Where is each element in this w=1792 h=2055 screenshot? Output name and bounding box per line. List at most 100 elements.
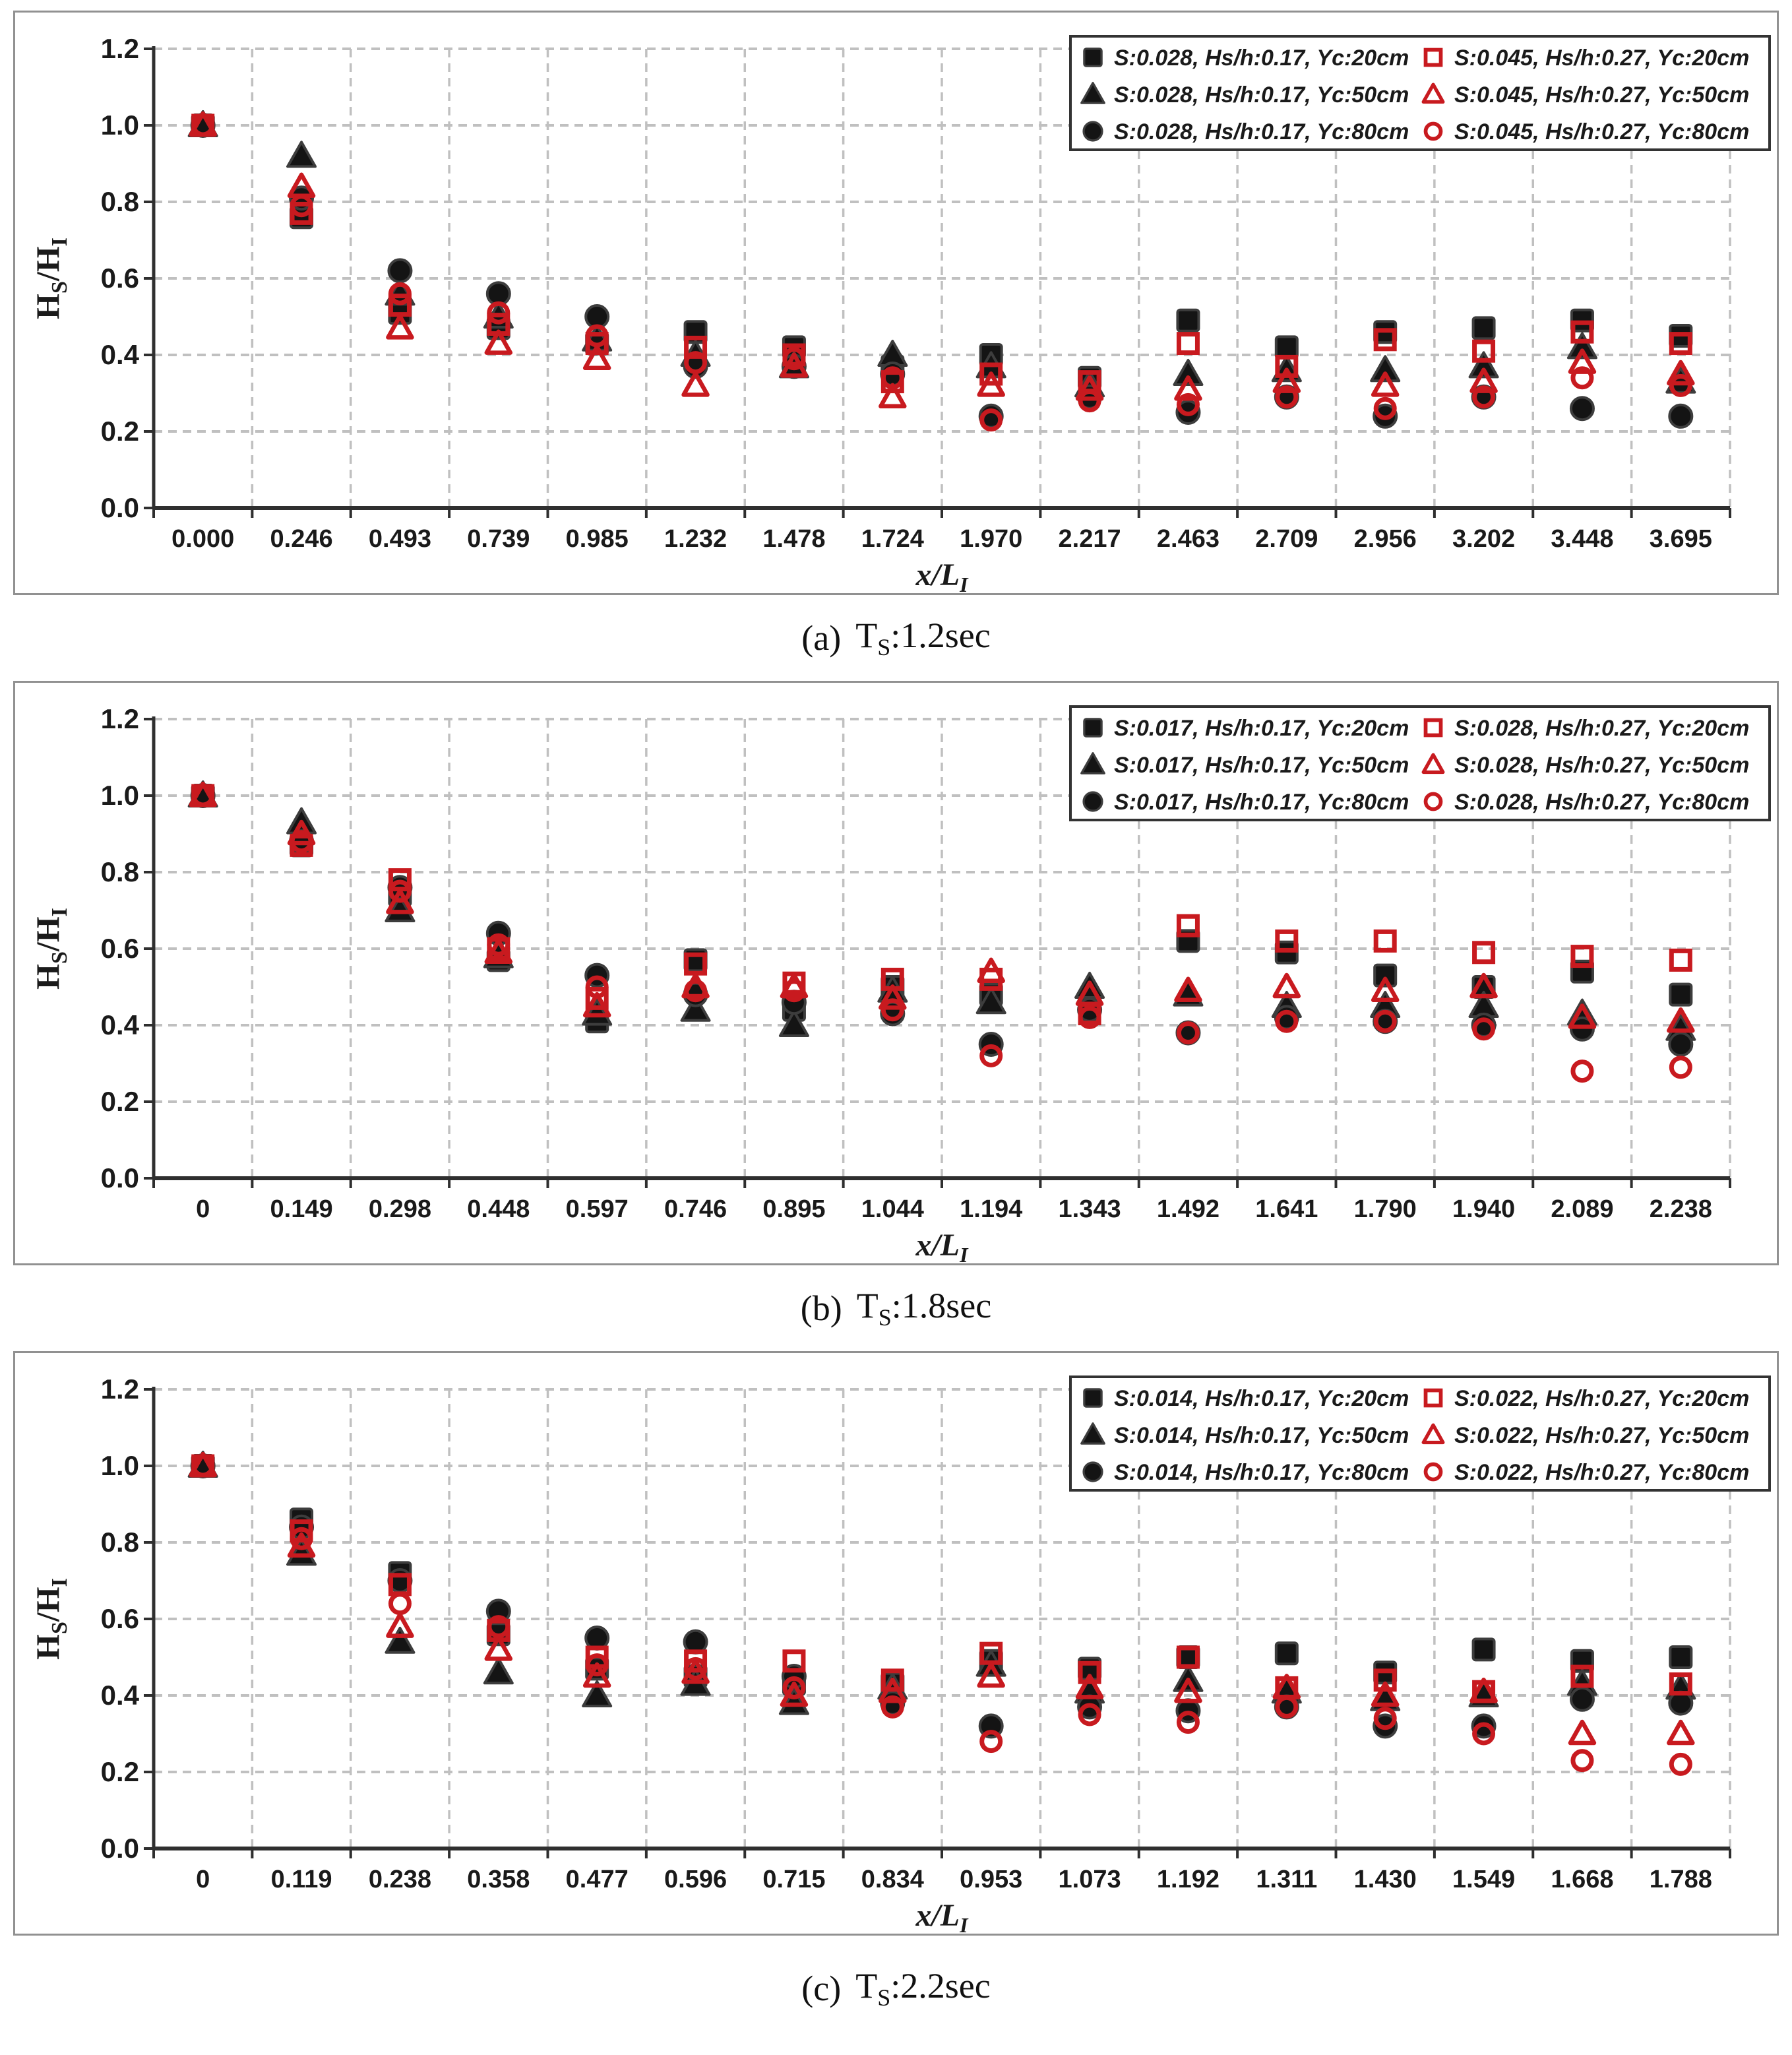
axes xyxy=(144,46,1731,518)
series-markers xyxy=(187,110,1696,432)
svg-text:1.641: 1.641 xyxy=(1255,1195,1318,1223)
svg-text:2.089: 2.089 xyxy=(1551,1195,1613,1223)
svg-text:2.956: 2.956 xyxy=(1354,525,1417,553)
svg-text:0.0: 0.0 xyxy=(101,1162,139,1193)
y-axis-title: HS/HI xyxy=(29,1578,72,1660)
svg-text:0.596: 0.596 xyxy=(664,1866,727,1893)
legend: S:0.014, Hs/h:0.17, Yc:20cm S:0.014, Hs/h… xyxy=(1069,1375,1771,1492)
svg-text:0.895: 0.895 xyxy=(762,1195,825,1223)
svg-text:1.073: 1.073 xyxy=(1059,1866,1121,1893)
x-axis-title: x/LI xyxy=(915,1898,969,1934)
svg-text:1.970: 1.970 xyxy=(960,525,1022,553)
svg-text:1.478: 1.478 xyxy=(762,525,825,553)
caption-b-text: TS:1.8sec xyxy=(856,1286,992,1331)
svg-text:0.298: 0.298 xyxy=(369,1195,431,1223)
svg-text:1.0: 1.0 xyxy=(101,110,139,141)
axis-labels: 0.0 0.2 0.4 0.6 0.8 1.0 1.2 0 0.149 0.298 0.448 0.5… xyxy=(29,703,1712,1263)
svg-text:0: 0 xyxy=(196,1866,210,1893)
caption-a-index: (a) xyxy=(801,618,842,658)
svg-text:0.834: 0.834 xyxy=(861,1866,924,1893)
series xyxy=(191,113,1692,432)
series xyxy=(191,1454,1692,1776)
svg-text:S:0.028, Hs/h:0.27, Yc:80cm: S:0.028, Hs/h:0.27, Yc:80cm xyxy=(1454,790,1749,815)
svg-text:1.724: 1.724 xyxy=(861,525,924,553)
svg-text:0.477: 0.477 xyxy=(566,1866,629,1893)
caption-c-index: (c) xyxy=(801,1969,842,2008)
svg-text:0.000: 0.000 xyxy=(171,525,234,553)
svg-text:S:0.014, Hs/h:0.17, Yc:20cm: S:0.014, Hs/h:0.17, Yc:20cm xyxy=(1114,1386,1409,1411)
y-axis-title: HS/HI xyxy=(29,237,72,319)
svg-text:1.2: 1.2 xyxy=(101,1374,139,1405)
axes xyxy=(144,716,1731,1188)
svg-text:S:0.017, Hs/h:0.17, Yc:80cm: S:0.017, Hs/h:0.17, Yc:80cm xyxy=(1114,790,1409,815)
svg-text:0.8: 0.8 xyxy=(101,1527,139,1558)
svg-text:0.597: 0.597 xyxy=(566,1195,629,1223)
caption-c: (c) TS:2.2sec xyxy=(0,1936,1792,2041)
svg-text:0.985: 0.985 xyxy=(566,525,629,553)
svg-text:0.8: 0.8 xyxy=(101,186,139,217)
svg-text:1.311: 1.311 xyxy=(1256,1866,1317,1893)
x-axis-title: x/LI xyxy=(915,1228,969,1263)
svg-text:S:0.022, Hs/h:0.27, Yc:80cm: S:0.022, Hs/h:0.27, Yc:80cm xyxy=(1454,1460,1749,1485)
svg-text:0.246: 0.246 xyxy=(270,525,333,553)
svg-text:0.715: 0.715 xyxy=(762,1866,825,1893)
axis-labels: 0.0 0.2 0.4 0.6 0.8 1.0 1.2 0.000 0.246 0.493 0.73… xyxy=(29,33,1712,593)
svg-text:0.6: 0.6 xyxy=(101,263,139,294)
svg-text:0.4: 0.4 xyxy=(101,1680,140,1711)
svg-text:0.6: 0.6 xyxy=(101,933,139,964)
svg-text:1.430: 1.430 xyxy=(1354,1866,1417,1893)
svg-text:0.953: 0.953 xyxy=(960,1866,1022,1893)
svg-text:2.709: 2.709 xyxy=(1255,525,1318,553)
svg-text:S:0.017, Hs/h:0.17, Yc:20cm: S:0.017, Hs/h:0.17, Yc:20cm xyxy=(1114,716,1409,741)
svg-text:1.343: 1.343 xyxy=(1059,1195,1121,1223)
svg-text:0.8: 0.8 xyxy=(101,856,139,887)
caption-b: (b) TS:1.8sec xyxy=(0,1265,1792,1351)
svg-text:0.739: 0.739 xyxy=(467,525,530,553)
svg-text:1.549: 1.549 xyxy=(1452,1866,1515,1893)
svg-text:1.0: 1.0 xyxy=(101,1450,139,1481)
svg-text:0.2: 0.2 xyxy=(101,1086,139,1117)
axis-labels: 0.0 0.2 0.4 0.6 0.8 1.0 1.2 0 0.119 0.238 0.358 0.4… xyxy=(29,1374,1712,1934)
panel-c: 0.0 0.2 0.4 0.6 0.8 1.0 1.2 0 0.119 0.238 0.358 0.4… xyxy=(13,1351,1779,1936)
svg-text:S:0.045, Hs/h:0.27, Yc:80cm: S:0.045, Hs/h:0.27, Yc:80cm xyxy=(1454,119,1749,144)
svg-text:0.0: 0.0 xyxy=(101,492,139,523)
svg-text:S:0.017, Hs/h:0.17, Yc:50cm: S:0.017, Hs/h:0.17, Yc:50cm xyxy=(1114,753,1409,778)
series-markers xyxy=(187,1451,1696,1776)
caption-c-text: TS:2.2sec xyxy=(855,1966,991,2011)
svg-text:S:0.045, Hs/h:0.27, Yc:50cm: S:0.045, Hs/h:0.27, Yc:50cm xyxy=(1454,82,1749,108)
svg-text:1.2: 1.2 xyxy=(101,33,139,64)
svg-text:0.2: 0.2 xyxy=(101,416,139,447)
legend: S:0.028, Hs/h:0.17, Yc:20cm S:0.028, Hs/h… xyxy=(1069,35,1771,151)
svg-text:0.2: 0.2 xyxy=(101,1756,139,1787)
svg-text:S:0.014, Hs/h:0.17, Yc:80cm: S:0.014, Hs/h:0.17, Yc:80cm xyxy=(1114,1460,1409,1485)
svg-text:1.0: 1.0 xyxy=(101,780,139,811)
svg-text:S:0.028, Hs/h:0.17, Yc:80cm: S:0.028, Hs/h:0.17, Yc:80cm xyxy=(1114,119,1409,144)
svg-text:1.044: 1.044 xyxy=(861,1195,924,1223)
scatter-chart-a: 0.0 0.2 0.4 0.6 0.8 1.0 1.2 0.000 0.246 0.493 0.73… xyxy=(29,33,1771,593)
svg-text:1.192: 1.192 xyxy=(1157,1866,1220,1893)
series xyxy=(189,111,1695,409)
svg-text:S:0.014, Hs/h:0.17, Yc:50cm: S:0.014, Hs/h:0.17, Yc:50cm xyxy=(1114,1423,1409,1448)
svg-text:0: 0 xyxy=(196,1195,210,1223)
svg-text:S:0.028, Hs/h:0.27, Yc:50cm: S:0.028, Hs/h:0.27, Yc:50cm xyxy=(1454,753,1749,778)
svg-text:2.463: 2.463 xyxy=(1157,525,1220,553)
svg-text:0.493: 0.493 xyxy=(369,525,431,553)
svg-text:0.746: 0.746 xyxy=(664,1195,727,1223)
svg-text:1.668: 1.668 xyxy=(1551,1866,1613,1893)
svg-text:1.492: 1.492 xyxy=(1157,1195,1220,1223)
x-axis-title: x/LI xyxy=(915,557,969,593)
svg-text:1.790: 1.790 xyxy=(1354,1195,1417,1223)
legend: S:0.017, Hs/h:0.17, Yc:20cm S:0.017, Hs/h… xyxy=(1069,705,1771,821)
axes xyxy=(144,1387,1731,1858)
panel-a: 0.0 0.2 0.4 0.6 0.8 1.0 1.2 0.000 0.246 0.493 0.73… xyxy=(13,11,1779,595)
svg-text:0.119: 0.119 xyxy=(271,1866,332,1893)
svg-text:1.232: 1.232 xyxy=(664,525,727,553)
svg-text:0.0: 0.0 xyxy=(101,1833,139,1864)
svg-text:0.358: 0.358 xyxy=(467,1866,530,1893)
scatter-chart-c: 0.0 0.2 0.4 0.6 0.8 1.0 1.2 0 0.119 0.238 0.358 0.4… xyxy=(29,1374,1771,1934)
svg-text:0.4: 0.4 xyxy=(101,1009,140,1040)
caption-a: (a) TS:1.2sec xyxy=(0,595,1792,681)
svg-text:S:0.022, Hs/h:0.27, Yc:20cm: S:0.022, Hs/h:0.27, Yc:20cm xyxy=(1454,1386,1749,1411)
svg-text:S:0.028, Hs/h:0.17, Yc:20cm: S:0.028, Hs/h:0.17, Yc:20cm xyxy=(1114,46,1409,71)
svg-text:1.2: 1.2 xyxy=(101,703,139,734)
